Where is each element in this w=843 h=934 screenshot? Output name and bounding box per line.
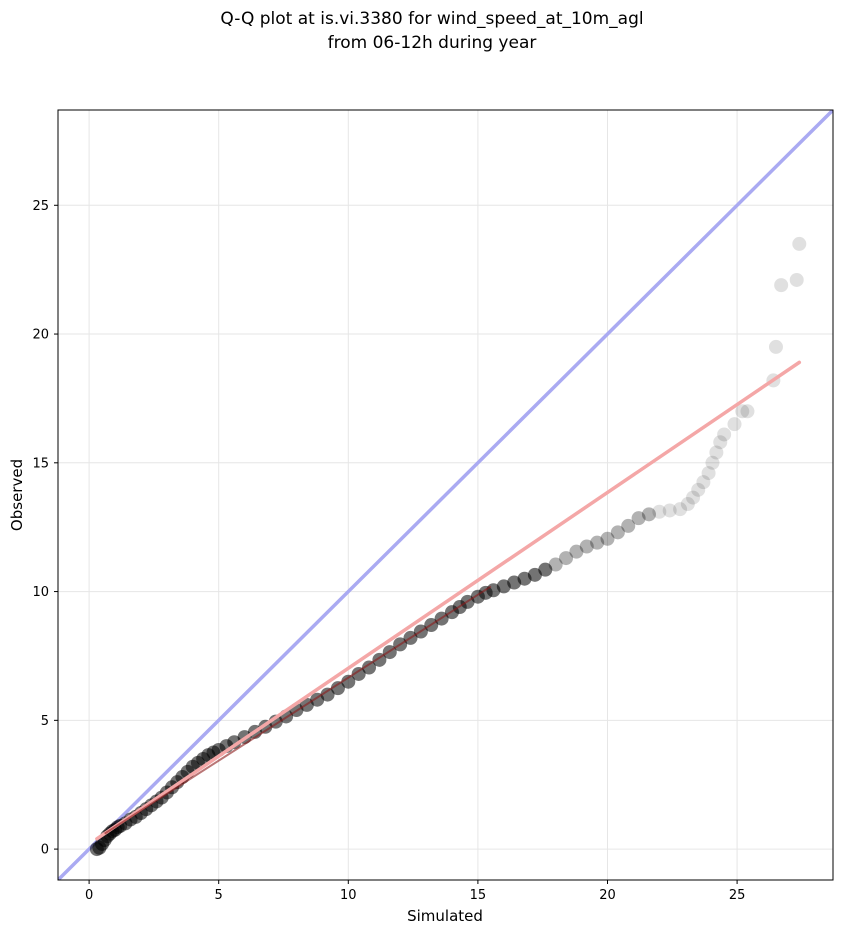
x-axis-label: Simulated [407, 907, 483, 925]
data-point [362, 660, 377, 675]
plot-area-frame [57, 109, 834, 881]
chart-title-line-2: from 06-12h during year [328, 33, 537, 53]
data-point [740, 404, 755, 419]
data-point [701, 466, 716, 481]
fit-line-group [95, 360, 802, 841]
x-tick-label: 0 [85, 888, 93, 903]
data-point [621, 518, 636, 533]
y-tick-label: 10 [32, 585, 49, 600]
data-point [713, 435, 728, 450]
y-tick-label: 0 [41, 843, 49, 858]
data-point [351, 666, 366, 681]
fit-line [95, 360, 802, 841]
data-point [320, 687, 335, 702]
y-axis: 0 5 10 15 20 25 [32, 199, 58, 858]
data-point [696, 475, 711, 490]
data-point [662, 503, 677, 518]
data-point [227, 735, 242, 750]
data-point [631, 511, 646, 526]
x-tick-label: 10 [340, 888, 357, 903]
data-point [641, 507, 656, 522]
grid-lines [58, 110, 833, 880]
data-point [717, 427, 732, 442]
data-point [610, 525, 625, 540]
chart-title-line-1: Q-Q plot at is.vi.3380 for wind_speed_at… [220, 9, 643, 29]
data-point [569, 544, 584, 559]
y-axis-label: Observed [8, 459, 26, 531]
data-point [768, 339, 783, 354]
data-point [686, 490, 701, 505]
identity-line [58, 110, 833, 880]
x-tick-label: 25 [729, 888, 746, 903]
data-point [774, 278, 789, 293]
data-point [673, 502, 688, 517]
data-point [680, 497, 695, 512]
y-tick-label: 15 [32, 456, 49, 471]
data-point [709, 445, 724, 460]
data-point [652, 504, 667, 519]
data-point [341, 674, 356, 689]
reference-line-group [58, 110, 833, 880]
y-tick-label: 25 [32, 199, 49, 214]
data-point [691, 482, 706, 497]
data-point [579, 539, 594, 554]
x-tick-label: 15 [470, 888, 487, 903]
data-point [600, 531, 615, 546]
fit-line-dense-segment [104, 585, 492, 835]
data-point [727, 417, 742, 432]
data-point [705, 455, 720, 470]
x-axis: 0 5 10 15 20 25 [85, 880, 745, 903]
data-point [590, 535, 605, 550]
data-point [789, 272, 804, 287]
data-points [89, 236, 807, 857]
y-tick-label: 5 [41, 714, 49, 729]
data-point [735, 404, 750, 419]
data-point [559, 551, 574, 566]
data-point [527, 567, 542, 582]
data-point [548, 557, 563, 572]
y-tick-label: 20 [32, 328, 49, 343]
x-tick-label: 5 [215, 888, 223, 903]
data-point [330, 681, 345, 696]
x-tick-label: 20 [599, 888, 616, 903]
data-point [538, 562, 553, 577]
data-point [792, 236, 807, 251]
